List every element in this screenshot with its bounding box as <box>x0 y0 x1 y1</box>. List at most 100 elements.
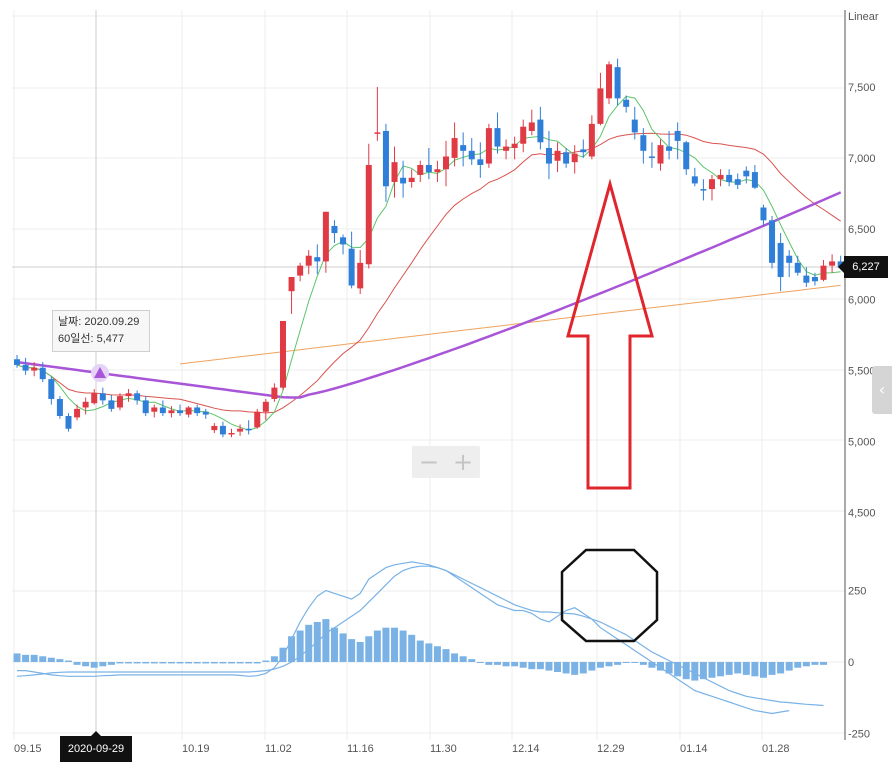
candle-body <box>245 428 252 431</box>
macd-bar <box>330 627 338 662</box>
signal-line <box>16 565 824 707</box>
candle-body <box>340 237 347 245</box>
candle-body <box>511 143 518 148</box>
macd-bar <box>193 662 201 664</box>
price-tick-label: 7,000 <box>848 153 876 165</box>
candle-body <box>614 67 621 99</box>
indicator-axis-ticks: 250 0 -250 <box>848 586 870 741</box>
price-tick-label: 5,500 <box>848 366 876 378</box>
macd-bar <box>742 662 750 675</box>
candle-body <box>211 425 218 431</box>
candle-body <box>348 248 355 286</box>
macd-bar <box>253 662 261 664</box>
candle-body <box>142 400 149 414</box>
current-price-label: 6,227 <box>838 256 888 278</box>
macd-bar <box>734 662 742 674</box>
candle-body <box>545 147 552 164</box>
macd-bar <box>99 662 107 667</box>
macd-bar <box>73 662 81 665</box>
candle-body <box>331 225 338 234</box>
scale-label: Linear <box>848 11 879 23</box>
price-tick-label: 7,500 <box>848 82 876 94</box>
candle-body <box>597 88 604 124</box>
macd-bar <box>536 662 544 670</box>
macd-bar <box>22 654 30 662</box>
ma60-marker-icon <box>94 367 106 378</box>
ma120-line <box>179 284 841 365</box>
ma5-line <box>16 95 841 431</box>
price-tick-label: 6,000 <box>848 295 876 307</box>
macd-bar <box>159 662 167 664</box>
candle-body <box>683 142 690 170</box>
candle-body <box>820 265 827 280</box>
macd-bar <box>811 662 819 665</box>
indicator-tick-label: 250 <box>848 586 866 598</box>
candle-body <box>640 135 647 151</box>
zoom-in-button[interactable]: + <box>452 448 474 476</box>
macd-line <box>17 561 790 715</box>
x-tick-label: 11.16 <box>347 743 374 755</box>
macd-bar <box>622 662 630 663</box>
macd-bar <box>262 660 270 662</box>
zoom-out-button[interactable]: − <box>418 448 440 476</box>
candle-body <box>408 177 415 183</box>
price-tick-label: 6,500 <box>848 224 876 236</box>
candle-body <box>134 393 141 401</box>
macd-bar <box>107 662 115 665</box>
macd-bar <box>150 662 158 664</box>
candle-body <box>631 119 638 133</box>
candle-body <box>116 396 123 408</box>
candle-body <box>829 261 836 266</box>
candle-body <box>219 425 226 435</box>
candle-body <box>769 220 776 263</box>
candle-body <box>674 130 681 141</box>
candle-body <box>666 146 673 151</box>
candle-body <box>606 64 613 99</box>
macd-bar <box>614 662 622 665</box>
macd-bar <box>794 662 802 668</box>
macd-bar <box>476 662 484 663</box>
macd-bar <box>142 662 150 664</box>
candle-body <box>202 411 209 415</box>
macd-bar <box>185 662 193 664</box>
candle-body <box>125 393 132 397</box>
candle-body <box>794 262 801 273</box>
macd-bar <box>82 662 90 667</box>
moving-averages <box>16 95 842 431</box>
macd-bar <box>228 662 235 664</box>
macd-bar <box>511 662 519 667</box>
candle-body <box>39 367 46 380</box>
candle-body <box>82 401 89 408</box>
macd-bar <box>451 653 459 662</box>
candle-body <box>580 149 587 153</box>
candle-body <box>108 400 115 409</box>
candle-body <box>74 408 81 418</box>
candle-body <box>477 159 484 165</box>
macd-bar <box>133 662 141 664</box>
macd-bar <box>777 662 785 674</box>
candle-body <box>588 123 595 157</box>
candle-body <box>554 150 561 161</box>
crosshair-date-label: 2020-09-29 <box>60 731 132 762</box>
candle-body <box>65 415 72 429</box>
macd-bar <box>433 646 441 662</box>
macd-bar <box>699 662 707 680</box>
indicator-tick-label: 0 <box>848 657 854 669</box>
macd-bar <box>768 662 776 675</box>
candles[interactable] <box>14 58 844 438</box>
macd-bar <box>708 662 716 678</box>
macd-histogram <box>13 619 828 681</box>
macd-bar <box>296 630 304 662</box>
x-tick-label: 12.29 <box>597 743 625 755</box>
grid <box>12 10 845 740</box>
candle-body <box>451 138 458 158</box>
macd-bar <box>639 662 647 665</box>
macd-bar <box>279 647 287 662</box>
macd-bar <box>90 662 98 668</box>
candle-body <box>623 99 630 107</box>
macd-bar <box>674 662 682 677</box>
candle-body <box>14 359 20 365</box>
candle-body <box>563 152 570 164</box>
side-panel-toggle[interactable]: ‹ <box>872 366 892 414</box>
